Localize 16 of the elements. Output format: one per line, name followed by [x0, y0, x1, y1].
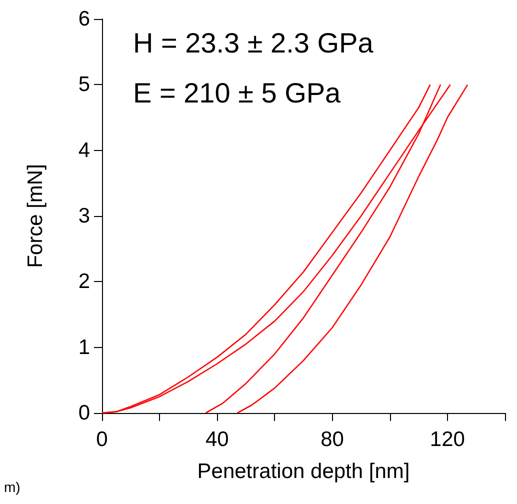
y-tick-label: 4	[78, 138, 90, 162]
x-tick-label: 40	[205, 428, 229, 451]
y-tick-label: 2	[78, 270, 90, 294]
annotation: H = 23.3 ± 2.3 GPa	[133, 28, 374, 58]
x-tick-label: 120	[430, 428, 465, 451]
y-tick-label: 3	[78, 204, 90, 228]
x-tick-label: 0	[96, 428, 108, 451]
y-tick-label: 1	[78, 336, 90, 359]
annotation: E = 210 ± 5 GPa	[133, 78, 342, 108]
x-axis-title: Penetration depth [nm]	[197, 460, 410, 483]
y-axis-title: Force [mN]	[24, 164, 47, 268]
y-tick-label: 6	[78, 8, 90, 30]
y-tick-label: 5	[78, 73, 90, 96]
x-tick-label: 80	[320, 428, 344, 451]
y-tick-label: 0	[78, 402, 90, 424]
text: m)	[4, 479, 20, 495]
